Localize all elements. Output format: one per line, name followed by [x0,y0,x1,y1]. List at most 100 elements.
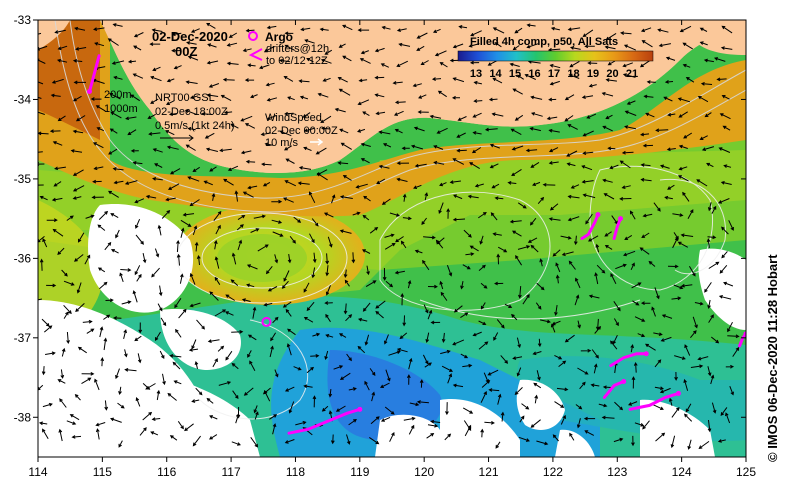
velocity-arrow [487,369,499,376]
velocity-arrow [577,320,581,329]
velocity-arrow [407,279,412,289]
drifter-position [357,406,363,412]
velocity-arrow [603,193,615,200]
velocity-arrow [537,196,545,205]
velocity-arrow [289,235,296,244]
colorbar-tick-label: 19 [587,68,599,80]
velocity-arrow [342,55,352,62]
velocity-arrow [165,100,175,105]
velocity-arrow [593,363,598,374]
velocity-arrow [180,219,192,227]
velocity-arrow [348,387,357,391]
velocity-arrow [339,128,349,134]
velocity-arrow [283,197,294,203]
velocity-arrow [344,279,350,287]
velocity-arrow [334,107,346,113]
velocity-arrow [357,317,368,322]
drifter-position [743,331,746,337]
velocity-arrow [352,211,361,216]
velocity-arrow [339,195,353,199]
velocity-arrow [460,353,469,359]
velocity-arrow [670,435,676,449]
velocity-arrow [345,314,353,322]
velocity-arrow [637,333,646,338]
velocity-arrow [58,428,63,442]
velocity-arrow [75,47,87,51]
velocity-arrow [700,81,713,86]
velocity-arrow [325,253,330,265]
velocity-arrow [539,319,551,324]
velocity-arrow [607,146,616,151]
velocity-arrow [452,383,464,388]
velocity-arrow [72,169,84,176]
velocity-arrow [567,194,580,199]
velocity-arrow [720,181,732,185]
velocity-arrow [719,264,728,274]
velocity-arrow [249,360,256,372]
velocity-arrow [360,50,369,55]
velocity-arrow [127,129,137,136]
velocity-arrow [642,213,653,218]
velocity-arrow [655,128,669,133]
velocity-arrow [542,182,556,187]
velocity-arrow [66,215,74,221]
velocity-arrow [660,164,670,169]
velocity-arrow [694,301,704,306]
velocity-arrow [643,94,654,99]
plot-area [38,20,746,457]
velocity-arrow [678,144,688,149]
velocity-arrow [711,205,717,214]
velocity-arrow [213,210,222,222]
velocity-arrow [57,379,66,384]
velocity-arrow [463,229,472,238]
velocity-arrow [357,28,370,32]
velocity-arrow [160,317,167,327]
velocity-arrow [718,295,732,300]
velocity-arrow [421,217,428,226]
velocity-arrow [324,49,333,55]
velocity-arrow [536,370,541,381]
velocity-arrow [103,337,108,351]
drifter-tracks [86,54,746,435]
velocity-arrow [514,387,523,396]
velocity-arrow [462,407,474,414]
velocity-arrow [663,96,673,102]
velocity-arrow [95,422,106,427]
velocity-arrow [568,260,576,270]
velocity-arrow [516,74,524,80]
velocity-arrow [147,113,156,119]
velocity-arrow [242,191,254,198]
velocity-arrow [76,282,82,294]
velocity-arrow [458,25,468,29]
velocity-arrow [680,233,694,238]
velocity-arrow [582,130,594,137]
velocity-arrow [406,374,411,385]
velocity-arrow [671,406,680,418]
velocity-arrow [433,160,445,165]
velocity-arrow [462,264,471,270]
velocity-arrow [699,41,708,46]
velocity-arrow [548,97,557,102]
colorbar-tick-label: 15 [509,68,521,80]
velocity-arrow [93,166,104,171]
velocity-arrow [449,180,461,184]
velocity-arrow [178,308,187,319]
velocity-arrow [253,214,266,219]
velocity-arrow [235,413,240,424]
velocity-arrow [550,26,561,31]
cloud-mask [38,204,746,457]
velocity-arrow [721,25,733,34]
velocity-arrow [615,263,627,270]
velocity-arrow [473,99,483,103]
velocity-arrow [537,338,542,348]
velocity-arrow [688,266,696,277]
velocity-arrow [721,95,730,100]
velocity-arrow [250,228,260,233]
velocity-arrow [167,392,177,401]
velocity-arrow [422,259,430,271]
velocity-arrow [169,354,182,358]
velocity-arrow [57,115,66,122]
velocity-arrow [94,378,100,391]
velocity-arrow [552,434,559,442]
velocity-arrow [242,48,252,53]
